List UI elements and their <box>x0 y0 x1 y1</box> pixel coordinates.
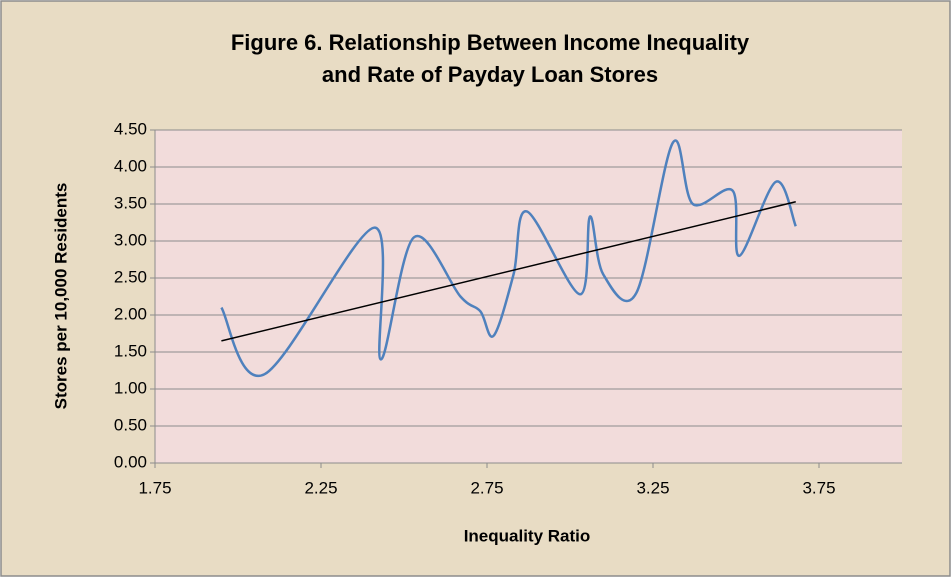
y-tick-label: 0.00 <box>114 452 147 471</box>
y-axis-label: Stores per 10,000 Residents <box>51 183 70 410</box>
y-tick-label: 4.50 <box>114 119 147 138</box>
y-tick-label: 3.50 <box>114 193 147 212</box>
y-tick-label: 4.00 <box>114 156 147 175</box>
chart-title: Figure 6. Relationship Between Income In… <box>231 30 750 55</box>
data-line <box>220 139 797 378</box>
y-tick-label: 2.50 <box>114 267 147 286</box>
y-tick-label: 1.00 <box>114 378 147 397</box>
x-tick-label: 2.25 <box>304 478 337 497</box>
y-tick-label: 3.00 <box>114 230 147 249</box>
x-tick-label: 3.25 <box>636 478 669 497</box>
y-tick-label: 2.00 <box>114 304 147 323</box>
y-tick-label: 0.50 <box>114 415 147 434</box>
y-tick-label: 1.50 <box>114 341 147 360</box>
chart-title: and Rate of Payday Loan Stores <box>322 62 658 87</box>
x-tick-label: 2.75 <box>470 478 503 497</box>
x-axis-label: Inequality Ratio <box>464 526 591 545</box>
plot-area <box>155 130 902 463</box>
x-tick-label: 1.75 <box>138 478 171 497</box>
x-tick-label: 3.75 <box>802 478 835 497</box>
trendline <box>221 201 796 342</box>
